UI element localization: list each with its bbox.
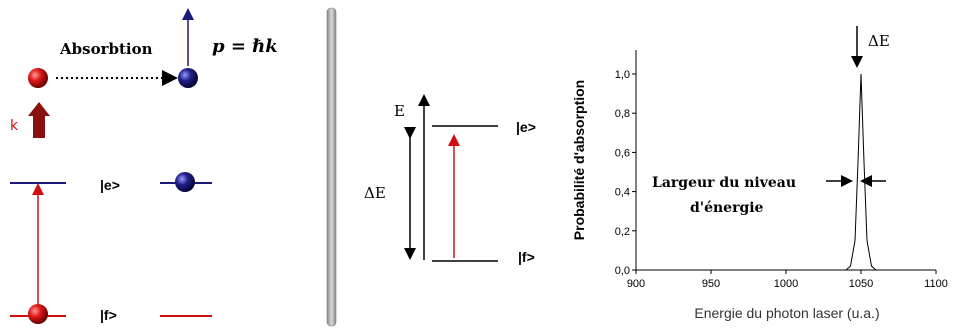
ground-label-left: |f> (100, 307, 117, 323)
width-label-line2: d'énergie (690, 200, 764, 216)
photon-k-arrow (28, 102, 50, 138)
panel-separator (326, 7, 337, 327)
x-tick-label: 1050 (849, 278, 873, 290)
red-atom-before (28, 68, 48, 88)
y-axis-label: Probabilité d'absorption (571, 80, 587, 240)
blue-atom-excited (175, 172, 195, 192)
absorption-curve (636, 73, 936, 271)
delta-e-label: ΔE (364, 184, 386, 202)
ground-label-mid: |f> (518, 249, 535, 265)
left-panel: Absorbtion p = ℏk k |e> |f> (10, 8, 278, 324)
y-tick-label: 0,0 (615, 265, 630, 277)
red-atom-ground (28, 304, 48, 324)
excited-label-mid: |e> (516, 119, 536, 135)
y-tick-label: 0,2 (615, 226, 630, 238)
excited-label-left: |e> (100, 177, 120, 193)
x-tick-label: 950 (702, 278, 720, 290)
middle-panel: E ΔE |e> |f> (364, 94, 536, 265)
energy-label: E (394, 102, 405, 120)
y-tick-label: 0,6 (615, 147, 630, 159)
y-tick-label: 1,0 (615, 69, 630, 81)
peak-label: ΔE (868, 32, 890, 50)
momentum-formula: p = ℏk (212, 36, 278, 57)
blue-atom-after (178, 68, 198, 88)
x-axis-label: Energie du photon laser (u.a.) (694, 305, 879, 321)
y-tick-label: 0,8 (615, 108, 630, 120)
x-tick-label: 1000 (774, 278, 798, 290)
x-tick-label: 900 (627, 278, 645, 290)
x-ticks: 900 950 1000 1050 1100 (627, 270, 948, 290)
absorption-chart: 900 950 1000 1050 1100 0,0 0,2 0,4 0,6 0,8 1,0 En… (571, 26, 948, 321)
x-tick-label: 1100 (924, 278, 948, 290)
y-tick-label: 0,4 (615, 187, 630, 199)
absorption-label: Absorbtion (59, 40, 153, 58)
k-label: k (10, 118, 19, 134)
y-ticks: 0,0 0,2 0,4 0,6 0,8 1,0 (615, 69, 636, 277)
width-label-line1: Largeur du niveau (652, 175, 796, 191)
